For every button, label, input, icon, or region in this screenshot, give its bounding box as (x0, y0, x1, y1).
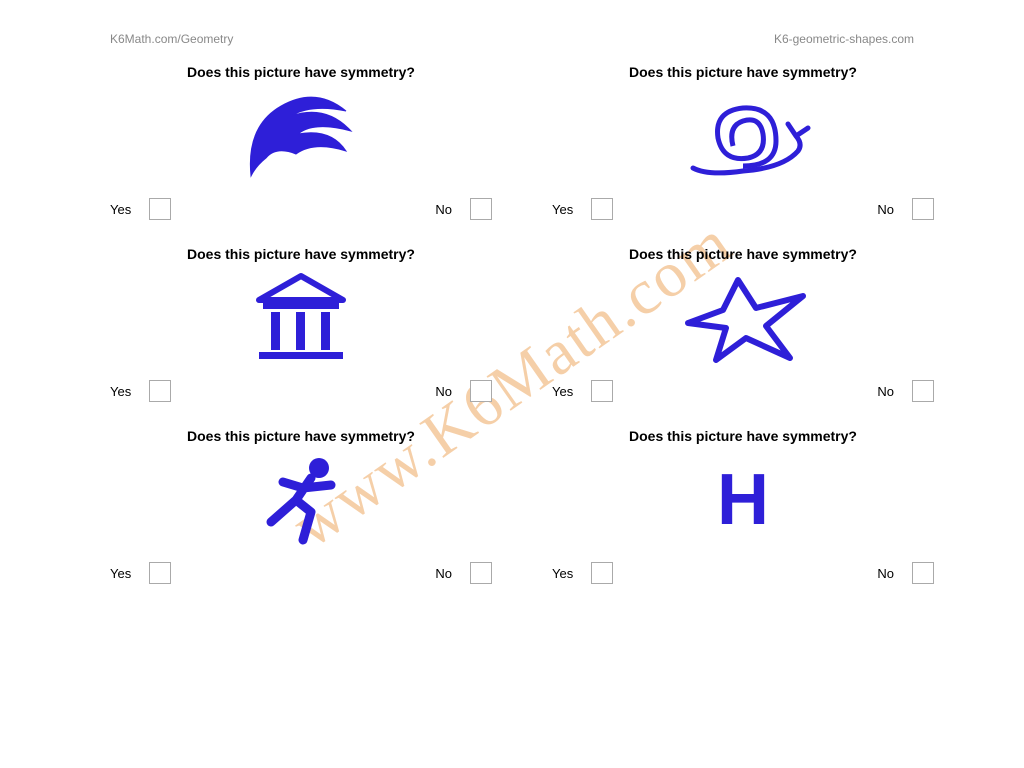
no-label: No (877, 384, 894, 399)
header-right: K6-geometric-shapes.com (774, 32, 914, 46)
header-left: K6Math.com/Geometry (110, 32, 233, 46)
starburst-icon (668, 268, 818, 368)
answer-row: Yes No (542, 368, 944, 410)
yes-label: Yes (110, 202, 131, 217)
answer-row: Yes No (100, 368, 502, 410)
answer-row: Yes No (100, 186, 502, 228)
yes-group: Yes (552, 380, 613, 402)
picture (100, 450, 502, 550)
question-prompt: Does this picture have symmetry? (100, 428, 502, 444)
no-group: No (877, 562, 934, 584)
yes-label: Yes (110, 384, 131, 399)
yes-group: Yes (552, 562, 613, 584)
question-cell: Does this picture have symmetry? Yes No (542, 64, 944, 228)
no-checkbox[interactable] (470, 562, 492, 584)
picture (542, 86, 944, 186)
no-checkbox[interactable] (912, 380, 934, 402)
page-header: K6Math.com/Geometry K6-geometric-shapes.… (0, 0, 1024, 46)
yes-group: Yes (552, 198, 613, 220)
picture (100, 268, 502, 368)
yes-checkbox[interactable] (591, 380, 613, 402)
yes-checkbox[interactable] (591, 198, 613, 220)
question-prompt: Does this picture have symmetry? (542, 428, 944, 444)
picture: H (542, 450, 944, 550)
no-label: No (435, 202, 452, 217)
question-prompt: Does this picture have symmetry? (542, 246, 944, 262)
yes-group: Yes (110, 198, 171, 220)
no-group: No (877, 380, 934, 402)
worksheet-grid: Does this picture have symmetry? Yes No … (0, 46, 1024, 592)
no-group: No (435, 562, 492, 584)
yes-checkbox[interactable] (149, 198, 171, 220)
yes-label: Yes (552, 202, 573, 217)
picture (100, 86, 502, 186)
yes-checkbox[interactable] (149, 562, 171, 584)
picture (542, 268, 944, 368)
no-label: No (435, 566, 452, 581)
yes-group: Yes (110, 380, 171, 402)
runner-icon (241, 450, 361, 550)
no-label: No (877, 202, 894, 217)
yes-label: Yes (552, 384, 573, 399)
yes-label: Yes (552, 566, 573, 581)
question-cell: Does this picture have symmetry? Yes No (100, 64, 502, 228)
question-cell: Does this picture have symmetry? Yes No (100, 246, 502, 410)
snail-icon (668, 86, 818, 186)
no-group: No (877, 198, 934, 220)
letter-h-icon: H (717, 459, 769, 541)
question-cell: Does this picture have symmetry? H Yes N… (542, 428, 944, 592)
question-cell: Does this picture have symmetry? Yes No (542, 246, 944, 410)
no-checkbox[interactable] (912, 562, 934, 584)
question-prompt: Does this picture have symmetry? (100, 64, 502, 80)
yes-checkbox[interactable] (149, 380, 171, 402)
yes-checkbox[interactable] (591, 562, 613, 584)
no-group: No (435, 380, 492, 402)
question-prompt: Does this picture have symmetry? (542, 64, 944, 80)
no-label: No (435, 384, 452, 399)
no-checkbox[interactable] (912, 198, 934, 220)
building-icon (241, 268, 361, 368)
no-checkbox[interactable] (470, 380, 492, 402)
yes-label: Yes (110, 566, 131, 581)
wave-icon (236, 86, 366, 186)
yes-group: Yes (110, 562, 171, 584)
answer-row: Yes No (542, 186, 944, 228)
no-group: No (435, 198, 492, 220)
answer-row: Yes No (542, 550, 944, 592)
question-cell: Does this picture have symmetry? Yes No (100, 428, 502, 592)
question-prompt: Does this picture have symmetry? (100, 246, 502, 262)
no-label: No (877, 566, 894, 581)
answer-row: Yes No (100, 550, 502, 592)
no-checkbox[interactable] (470, 198, 492, 220)
